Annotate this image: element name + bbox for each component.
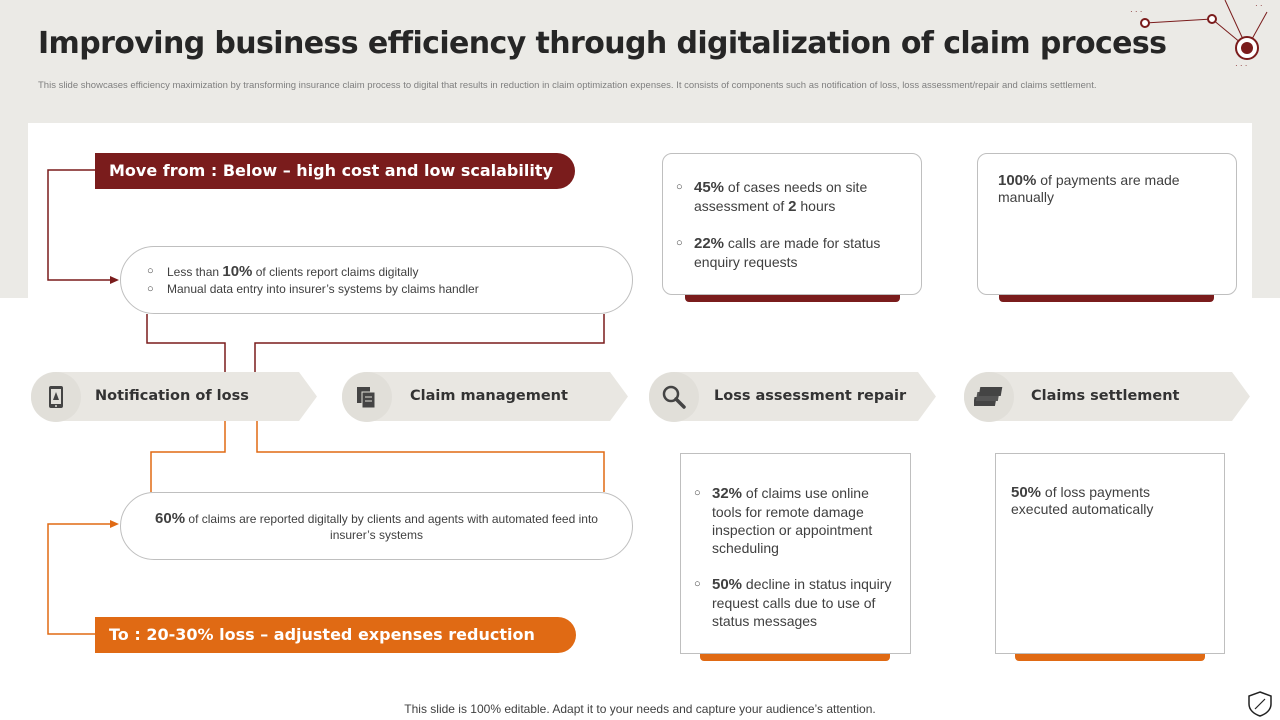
svg-text:· · ·: · · · xyxy=(1130,7,1142,16)
shield-icon xyxy=(1248,691,1272,717)
svg-text:· ·: · · xyxy=(1255,1,1263,10)
move-from-details: Less than 10% of clients report claims d… xyxy=(120,246,633,314)
page-title: Improving business efficiency through di… xyxy=(38,26,1167,61)
move-to-details: 60% of claims are reported digitally by … xyxy=(120,492,633,560)
move-to-text: 20-30% loss – adjusted expenses reductio… xyxy=(146,625,535,644)
stage-label: Notification of loss xyxy=(95,388,249,404)
magnifier-icon xyxy=(649,372,699,422)
stage-notification-of-loss: Notification of loss xyxy=(31,372,317,422)
stage-label: Loss assessment repair xyxy=(714,388,907,404)
move-to-prefix: To : xyxy=(109,625,141,644)
card-loss-assessment-after: 32% of claims use online tools for remot… xyxy=(680,453,911,654)
page-subtitle: This slide showcases efficiency maximiza… xyxy=(38,80,1097,91)
card-claim-management-before: 45% of cases needs on site assessment of… xyxy=(662,153,922,295)
card-accent-bar xyxy=(700,654,890,661)
stage-claims-settlement: Claims settlement xyxy=(964,372,1250,422)
footer-note: This slide is 100% editable. Adapt it to… xyxy=(404,702,876,716)
stage-label: Claim management xyxy=(410,388,568,404)
list-item: 22% calls are made for status enquiry re… xyxy=(676,234,907,271)
card-claims-settlement-after: 50% of loss payments executed automatica… xyxy=(995,453,1225,654)
move-from-banner: Move from : Below – high cost and low sc… xyxy=(95,153,575,189)
move-to-banner: To : 20-30% loss – adjusted expenses red… xyxy=(95,617,576,653)
svg-text:· · ·: · · · xyxy=(1235,61,1247,70)
money-stack-icon xyxy=(964,372,1014,422)
list-item: Less than 10% of clients report claims d… xyxy=(147,263,632,281)
stage-label: Claims settlement xyxy=(1031,388,1180,404)
phone-alert-icon xyxy=(31,372,81,422)
card-accent-bar xyxy=(1015,654,1205,661)
stage-loss-assessment-repair: Loss assessment repair xyxy=(649,372,936,422)
stage-claim-management: Claim management xyxy=(342,372,628,422)
list-item: 50% decline in status inquiry request ca… xyxy=(694,575,896,630)
list-item: 32% of claims use online tools for remot… xyxy=(694,484,896,557)
move-from-text: Below – high cost and low scalability xyxy=(222,161,553,180)
move-from-prefix: Move from : xyxy=(109,161,218,180)
network-decoration-icon: · · · · · · · · xyxy=(1130,0,1268,70)
card-accent-bar xyxy=(999,295,1214,302)
card-claims-settlement-before: 100% of payments are made manually xyxy=(977,153,1237,295)
list-item: Manual data entry into insurer’s systems… xyxy=(147,281,632,298)
documents-icon xyxy=(342,372,392,422)
list-item: 45% of cases needs on site assessment of… xyxy=(676,178,907,216)
card-accent-bar xyxy=(685,295,900,302)
